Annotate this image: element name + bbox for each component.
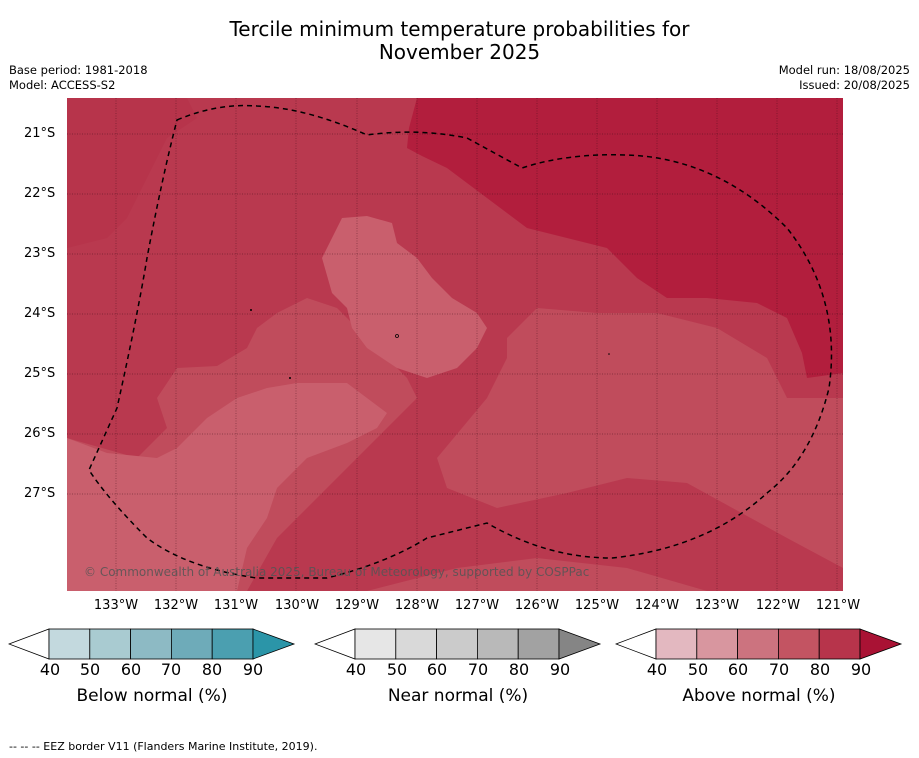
island-marker <box>289 377 291 379</box>
colorbar-segment <box>436 628 478 660</box>
lon-label: 122°W <box>755 598 801 613</box>
colorbar-tick: 90 <box>549 660 571 679</box>
probability-band-80-northwest <box>67 98 197 248</box>
above-normal-title: Above normal (%) <box>682 686 836 706</box>
colorbar-extend-high <box>252 628 296 660</box>
colorbar-segment <box>395 628 438 660</box>
island-marker <box>250 309 252 311</box>
lon-label: 125°W <box>574 598 620 613</box>
copyright-notice: © Commonwealth of Australia 2025, Bureau… <box>84 565 590 579</box>
colorbar-tick: 50 <box>79 660 101 679</box>
colorbar-segment <box>211 628 254 660</box>
colorbar-segment <box>696 628 739 660</box>
map-title: Tercile minimum temperature probabilitie… <box>0 18 919 64</box>
colorbar-extend-high <box>558 628 602 660</box>
near-normal-colorbar <box>314 628 602 660</box>
colorbar-extend-high <box>859 628 903 660</box>
colorbar-tick: 80 <box>809 660 831 679</box>
probability-map[interactable] <box>67 98 843 591</box>
eez-border <box>88 104 833 579</box>
colorbar-tick: 60 <box>727 660 749 679</box>
lon-label: 121°W <box>815 598 861 613</box>
colorbar-segment <box>354 628 397 660</box>
colorbar-segment <box>170 628 213 660</box>
lon-label: 129°W <box>334 598 380 613</box>
lon-label: 123°W <box>694 598 740 613</box>
below-normal-title: Below normal (%) <box>76 686 228 706</box>
eez-footnote: -- -- -- EEZ border V11 (Flanders Marine… <box>9 740 318 753</box>
colorbar-tick: 90 <box>242 660 264 679</box>
island-marker <box>608 353 610 355</box>
colorbar-tick: 50 <box>687 660 709 679</box>
title-line-1: Tercile minimum temperature probabilitie… <box>229 17 690 41</box>
colorbar-segment <box>48 628 91 660</box>
above-normal-colorbar <box>615 628 903 660</box>
model-name: Model: ACCESS-S2 <box>9 78 116 92</box>
base-period: Base period: 1981-2018 <box>9 63 148 77</box>
below-normal-colorbar <box>8 628 296 660</box>
title-line-2: November 2025 <box>378 40 541 64</box>
lon-label: 127°W <box>454 598 500 613</box>
colorbar-segment <box>777 628 820 660</box>
colorbar-tick: 90 <box>850 660 872 679</box>
issued-date: Issued: 20/08/2025 <box>799 78 910 92</box>
colorbar-segment <box>517 628 560 660</box>
colorbar-tick: 40 <box>345 660 367 679</box>
lon-label: 124°W <box>634 598 680 613</box>
colorbar-tick: 70 <box>768 660 790 679</box>
colorbar-tick: 60 <box>120 660 142 679</box>
colorbar-segment <box>655 628 698 660</box>
lon-label: 132°W <box>153 598 199 613</box>
colorbar-tick: 80 <box>508 660 530 679</box>
colorbar-extend-low <box>314 628 356 660</box>
map-canvas <box>67 98 843 591</box>
lat-label: 25°S <box>24 366 56 381</box>
colorbar-tick: 50 <box>386 660 408 679</box>
near-normal-title: Near normal (%) <box>387 686 529 706</box>
colorbar-tick: 70 <box>467 660 489 679</box>
lon-label: 130°W <box>274 598 320 613</box>
lat-label: 27°S <box>24 486 56 501</box>
probability-band-60-north <box>322 216 487 378</box>
colorbar-tick: 70 <box>160 660 182 679</box>
lon-label: 133°W <box>93 598 139 613</box>
run-info: Model run: 18/08/2025 Issued: 20/08/2025 <box>779 63 910 93</box>
lon-label: 131°W <box>213 598 259 613</box>
colorbar-extend-low <box>8 628 50 660</box>
lat-label: 22°S <box>24 186 56 201</box>
colorbar-tick: 80 <box>201 660 223 679</box>
lat-label: 23°S <box>24 246 56 261</box>
colorbar-tick: 40 <box>646 660 668 679</box>
probability-band-90 <box>407 98 843 378</box>
colorbar-segment <box>737 628 779 660</box>
lat-label: 21°S <box>24 126 56 141</box>
colorbar-segment <box>89 628 132 660</box>
lon-label: 128°W <box>394 598 440 613</box>
graticule <box>67 98 843 591</box>
colorbar-tick: 40 <box>39 660 61 679</box>
probability-band-60 <box>67 383 387 591</box>
lat-label: 26°S <box>24 426 56 441</box>
colorbar-tick: 60 <box>426 660 448 679</box>
colorbar-segment <box>130 628 172 660</box>
lat-label: 24°S <box>24 306 56 321</box>
colorbar-segment <box>818 628 861 660</box>
lon-label: 126°W <box>514 598 560 613</box>
model-info: Base period: 1981-2018 Model: ACCESS-S2 <box>9 63 148 93</box>
colorbar-extend-low <box>615 628 657 660</box>
model-run: Model run: 18/08/2025 <box>778 63 910 77</box>
island-marker <box>395 334 399 338</box>
colorbar-segment <box>476 628 519 660</box>
